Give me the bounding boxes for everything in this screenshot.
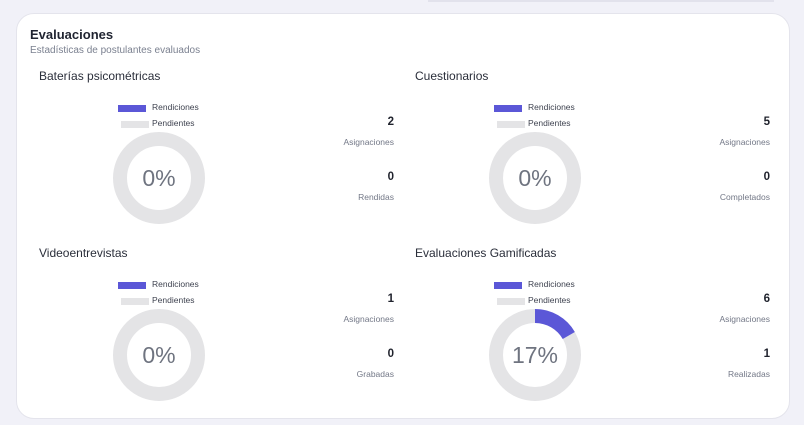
donut-percent: 0% (142, 342, 176, 368)
stat-asignaciones: 6 Asignaciones (620, 293, 770, 324)
section-subtitle: Estadísticas de postulantes evaluados (30, 45, 201, 56)
legend-item-rendiciones: Rendiciones (118, 101, 238, 117)
stat-completados: 0 Completados (620, 171, 770, 202)
legend-swatch-pendientes (121, 121, 149, 128)
stat-label: Completados (719, 192, 770, 202)
donut-track (113, 309, 205, 401)
stat-value: 0 (763, 171, 770, 183)
stat-label: Realizadas (727, 369, 770, 379)
legend-label: Rendiciones (528, 102, 575, 112)
legend-item-rendiciones: Rendiciones (118, 278, 238, 294)
donut-percent: 17% (511, 342, 559, 368)
block-evaluaciones-gamificadas: Evaluaciones Gamificadas Rendiciones Pen… (410, 246, 770, 416)
block-title: Evaluaciones Gamificadas (415, 246, 557, 260)
stat-rendidas: 0 Rendidas (244, 171, 394, 202)
stat-value: 0 (387, 348, 394, 360)
stat-value: 1 (387, 293, 394, 305)
donut-track (489, 132, 581, 224)
legend-item-pendientes: Pendientes (118, 117, 238, 133)
donut-progress-arc (535, 309, 575, 340)
top-divider (428, 0, 774, 2)
legend-label: Pendientes (528, 118, 571, 128)
block-cuestionarios: Cuestionarios Rendiciones Pendientes 0% … (410, 69, 770, 239)
legend-item-pendientes: Pendientes (118, 294, 238, 310)
legend-item-pendientes: Pendientes (494, 294, 614, 310)
legend-swatch-pendientes (497, 298, 525, 305)
stat-label: Asignaciones (343, 137, 394, 147)
legend-swatch-pendientes (121, 298, 149, 305)
chart-legend: Rendiciones Pendientes (118, 278, 238, 310)
donut-svg (489, 309, 581, 401)
legend-item-rendiciones: Rendiciones (494, 101, 614, 117)
legend-swatch-rendiciones (494, 105, 522, 112)
stat-value: 2 (387, 116, 394, 128)
stat-value: 5 (763, 116, 770, 128)
donut-percent: 0% (518, 165, 552, 191)
donut-chart: 17% (489, 309, 581, 401)
legend-swatch-rendiciones (118, 105, 146, 112)
block-title: Baterías psicométricas (39, 69, 161, 83)
stat-label: Asignaciones (719, 314, 770, 324)
stat-grabadas: 0 Grabadas (244, 348, 394, 379)
donut-chart: 0% (113, 132, 205, 224)
donut-percent: 0% (142, 165, 176, 191)
block-title: Videoentrevistas (39, 246, 128, 260)
stat-value: 0 (387, 171, 394, 183)
chart-legend: Rendiciones Pendientes (494, 101, 614, 133)
legend-label: Pendientes (152, 295, 195, 305)
legend-label: Pendientes (152, 118, 195, 128)
stat-label: Rendidas (358, 192, 394, 202)
donut-svg (113, 309, 205, 401)
legend-label: Rendiciones (152, 279, 199, 289)
legend-item-rendiciones: Rendiciones (494, 278, 614, 294)
legend-swatch-pendientes (497, 121, 525, 128)
stat-value: 6 (763, 293, 770, 305)
chart-legend: Rendiciones Pendientes (494, 278, 614, 310)
stat-label: Asignaciones (719, 137, 770, 147)
donut-track (113, 132, 205, 224)
donut-chart: 0% (489, 132, 581, 224)
stat-label: Grabadas (356, 369, 394, 379)
evaluaciones-card: Evaluaciones Estadísticas de postulantes… (16, 13, 790, 419)
section-title: Evaluaciones (30, 27, 114, 42)
stat-label: Asignaciones (343, 314, 394, 324)
legend-label: Rendiciones (528, 279, 575, 289)
legend-label: Pendientes (528, 295, 571, 305)
stat-realizadas: 1 Realizadas (620, 348, 770, 379)
stat-asignaciones: 2 Asignaciones (244, 116, 394, 147)
stat-value: 1 (763, 348, 770, 360)
legend-swatch-rendiciones (494, 282, 522, 289)
legend-swatch-rendiciones (118, 282, 146, 289)
legend-item-pendientes: Pendientes (494, 117, 614, 133)
donut-svg (489, 132, 581, 224)
block-videoentrevistas: Videoentrevistas Rendiciones Pendientes … (34, 246, 394, 416)
block-baterias-psicometricas: Baterías psicométricas Rendiciones Pendi… (34, 69, 394, 239)
legend-label: Rendiciones (152, 102, 199, 112)
chart-legend: Rendiciones Pendientes (118, 101, 238, 133)
stat-asignaciones: 1 Asignaciones (244, 293, 394, 324)
donut-svg (113, 132, 205, 224)
donut-chart: 0% (113, 309, 205, 401)
block-title: Cuestionarios (415, 69, 489, 83)
stat-asignaciones: 5 Asignaciones (620, 116, 770, 147)
